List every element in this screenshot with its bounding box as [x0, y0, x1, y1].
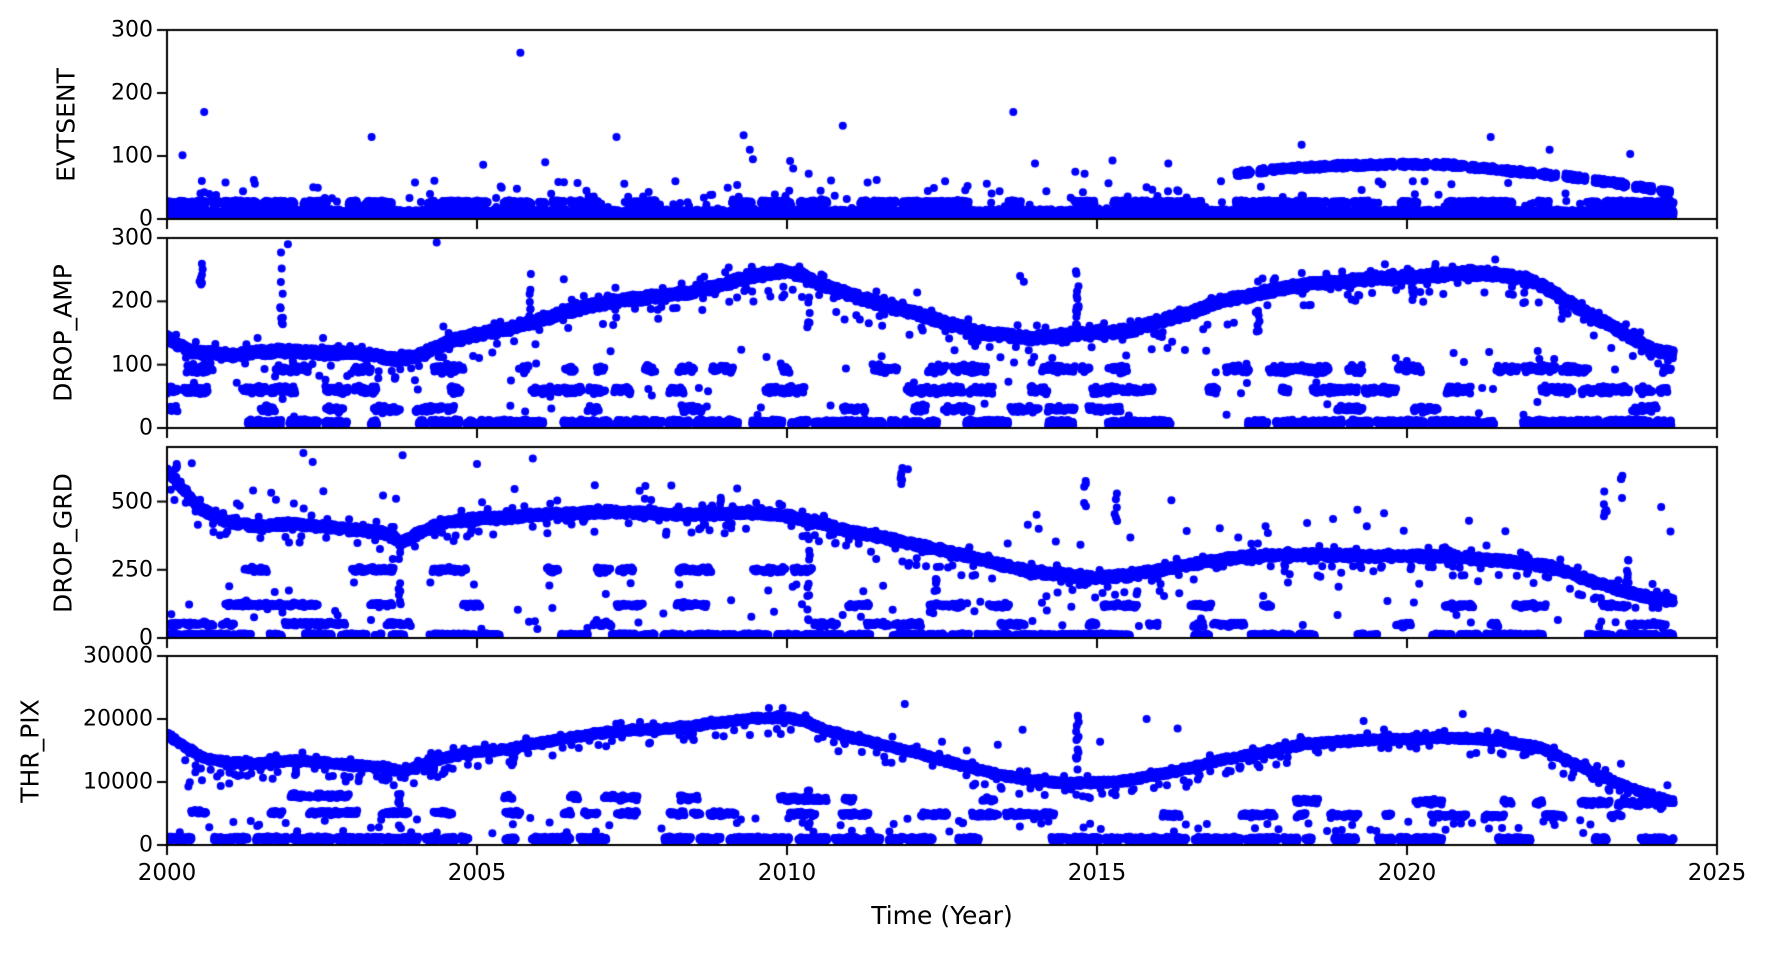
y-tick-label: 200 [111, 288, 153, 314]
y-axis-title-drop_grd: DROP_GRD [48, 472, 78, 613]
x-tick-label: 2000 [137, 860, 197, 886]
y-tick-label: 500 [111, 489, 153, 515]
y-tick-label: 0 [139, 206, 153, 232]
y-tick-label: 250 [111, 557, 153, 583]
y-axis-title-evtsent: EVTSENT [51, 67, 81, 182]
y-tick-label: 0 [139, 625, 153, 651]
y-axis-title-thr_pix: THR_PIX [15, 698, 45, 803]
y-tick-label: 0 [139, 832, 153, 858]
x-axis-title: Time (Year) [871, 901, 1013, 930]
x-tick-label: 2005 [447, 860, 507, 886]
x-tick-label: 2025 [1687, 860, 1747, 886]
y-tick-label: 30000 [83, 643, 153, 669]
y-tick-label: 20000 [83, 706, 153, 732]
y-tick-label: 300 [111, 225, 153, 251]
x-tick-label: 2010 [757, 860, 817, 886]
y-tick-label: 100 [111, 143, 153, 169]
y-tick-label: 0 [139, 415, 153, 441]
y-tick-label: 300 [111, 17, 153, 43]
x-tick-label: 2020 [1377, 860, 1437, 886]
y-tick-label: 100 [111, 352, 153, 378]
y-tick-label: 200 [111, 80, 153, 106]
y-axis-title-drop_amp: DROP_AMP [48, 264, 78, 402]
y-tick-label: 10000 [83, 769, 153, 795]
x-tick-label: 2015 [1067, 860, 1127, 886]
